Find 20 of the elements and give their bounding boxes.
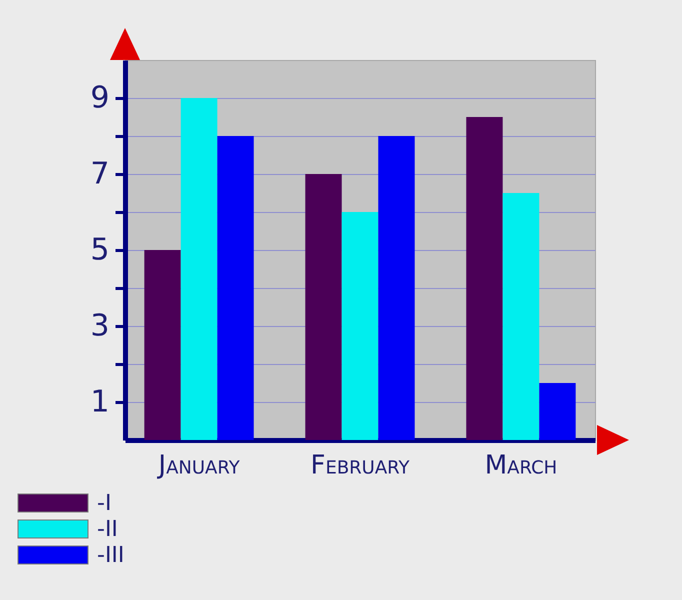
- x-tick-label: March: [484, 450, 558, 480]
- bar: [539, 383, 576, 440]
- bar: [342, 212, 378, 440]
- y-tick-label: 1: [90, 384, 110, 420]
- y-tick-label: 5: [90, 232, 110, 268]
- bar: [180, 98, 218, 440]
- bar: [466, 117, 503, 440]
- bar: [305, 174, 342, 440]
- legend-label: -II: [97, 517, 118, 542]
- bar: [502, 193, 540, 440]
- x-tick-label: February: [310, 450, 411, 480]
- bar: [217, 136, 254, 440]
- bar: [378, 136, 415, 440]
- y-tick-label: 9: [90, 80, 110, 116]
- legend-label: -III: [97, 543, 124, 568]
- legend-label: -I: [97, 491, 112, 516]
- x-tick-label: January: [156, 450, 241, 480]
- y-tick-label: 7: [90, 156, 110, 192]
- bar: [144, 250, 181, 440]
- y-tick-label: 3: [90, 308, 110, 344]
